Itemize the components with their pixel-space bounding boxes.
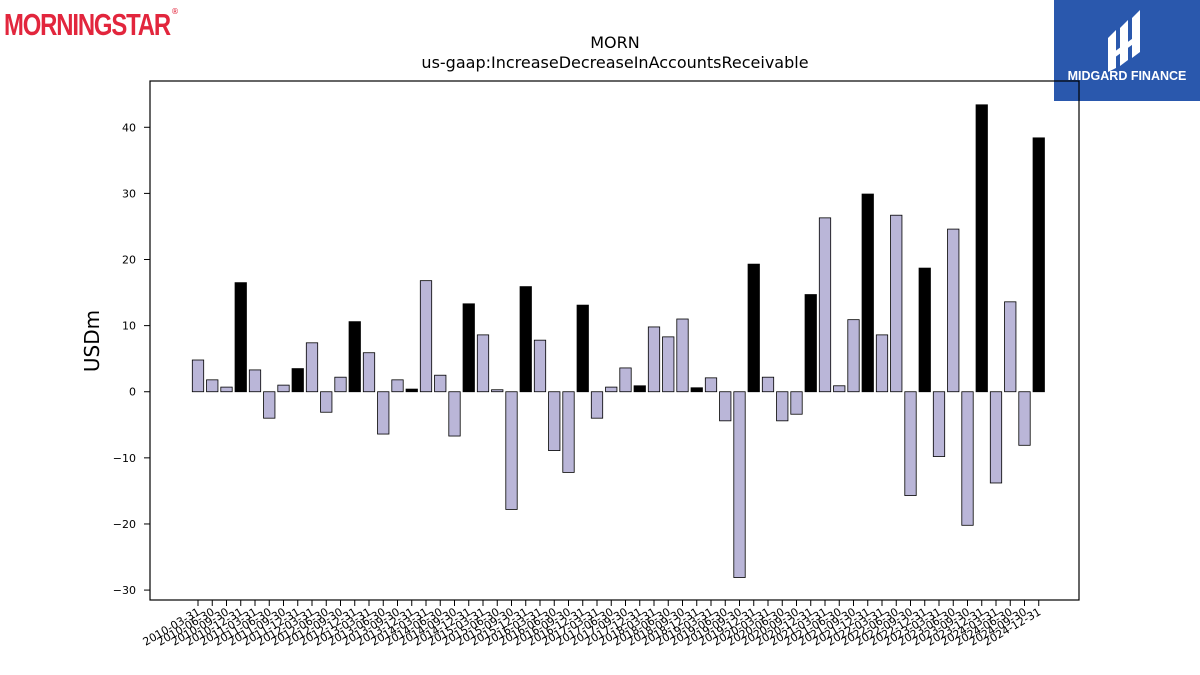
morningstar-logo-text: MORNINGSTAR [4,7,171,42]
bar-2020-12-31 [804,294,817,393]
bar-2018-06-30 [662,336,675,393]
midgard-logo-text: MIDGARD FINANCE [1068,69,1187,83]
bar-2019-03-31 [704,377,718,393]
bar-2021-09-30 [847,319,860,393]
bars-group [191,104,1045,578]
bar-2010-12-31 [234,282,247,393]
y-tick-label: 30 [122,187,136,200]
bar-2020-09-30 [790,391,803,415]
bar-2018-12-31 [690,387,703,393]
bar-2015-03-31 [476,334,490,393]
bar-2016-06-30 [548,391,561,451]
bar-2011-06-30 [263,391,276,419]
bar-2019-09-30 [733,391,746,578]
midgard-emblem-icon: MIDGARD FINANCE [1068,10,1187,83]
bar-2024-12-31 [1032,137,1045,393]
bar-2011-12-31 [291,368,304,393]
bar-2020-06-30 [776,391,789,422]
y-tick-label: 20 [122,254,136,267]
bar-2017-06-30 [605,386,618,393]
bar-2011-03-31 [248,369,262,393]
bar-2010-06-30 [206,379,219,393]
bar-2022-09-30 [904,391,917,496]
y-axis-ticks: −30 −20 −10 0 10 20 30 40 [113,121,150,597]
bar-2021-03-31 [818,217,832,393]
y-tick-label: −30 [113,584,136,597]
bar-2023-09-30 [961,391,974,526]
chart-subtitle: us-gaap:IncreaseDecreaseInAccountsReceiv… [421,53,808,72]
bar-2017-12-31 [633,385,646,393]
bar-2013-03-31 [362,352,376,393]
bar-2012-03-31 [305,342,319,393]
bar-2014-06-30 [434,374,447,393]
y-axis-label: USDm [80,310,104,372]
bar-2023-03-31 [932,391,946,457]
bar-2019-06-30 [719,391,732,422]
bar-2019-12-31 [747,263,760,393]
y-tick-label: 10 [122,320,136,333]
bar-2014-09-30 [448,391,461,437]
plot-frame [149,80,1080,601]
x-axis-ticks: 2010-03-312010-06-302010-09-302010-12-31… [141,600,1043,649]
midgard-finance-logo: MIDGARD FINANCE [1054,0,1200,101]
bar-2017-09-30 [619,367,632,393]
bar-2022-06-30 [890,214,903,393]
bar-2015-12-31 [519,286,532,393]
bar-2022-03-31 [875,334,889,393]
bar-2013-12-31 [405,388,418,393]
bar-2014-12-31 [462,303,475,393]
bar-2016-03-31 [533,339,547,393]
bar-2024-06-30 [1004,301,1017,393]
bar-2023-12-31 [975,104,988,393]
bar-2012-06-30 [320,391,333,413]
bar-2016-12-31 [576,304,589,393]
bar-2010-03-31 [191,359,205,393]
bar-2013-06-30 [377,391,390,435]
morningstar-logo: MORNINGSTAR ® [4,7,179,42]
bar-2021-06-30 [833,385,846,393]
y-tick-label: −10 [113,452,136,465]
bar-2023-06-30 [947,228,960,393]
bar-2012-12-31 [348,321,361,393]
chart-title: MORN [590,33,639,52]
bar-2011-09-30 [277,384,290,393]
bar-2016-09-30 [562,391,575,473]
y-tick-label: −20 [113,518,136,531]
y-tick-label: 0 [129,386,136,399]
bar-2017-03-31 [590,391,604,419]
bar-2010-09-30 [220,386,233,393]
bar-2015-09-30 [505,391,518,510]
y-tick-label: 40 [122,121,136,134]
bar-2020-03-31 [761,376,775,393]
bar-2013-09-30 [391,379,404,393]
registered-mark-icon: ® [171,7,179,16]
bar-2024-03-31 [989,391,1003,484]
bar-2012-09-30 [334,376,347,393]
bar-2018-03-31 [647,326,661,393]
bar-2014-03-31 [419,280,433,393]
bar-2018-09-30 [676,318,689,393]
bar-2022-12-31 [918,267,931,393]
bar-2024-09-30 [1018,391,1031,446]
bar-2015-06-30 [491,389,504,393]
bar-2021-12-31 [861,193,874,393]
